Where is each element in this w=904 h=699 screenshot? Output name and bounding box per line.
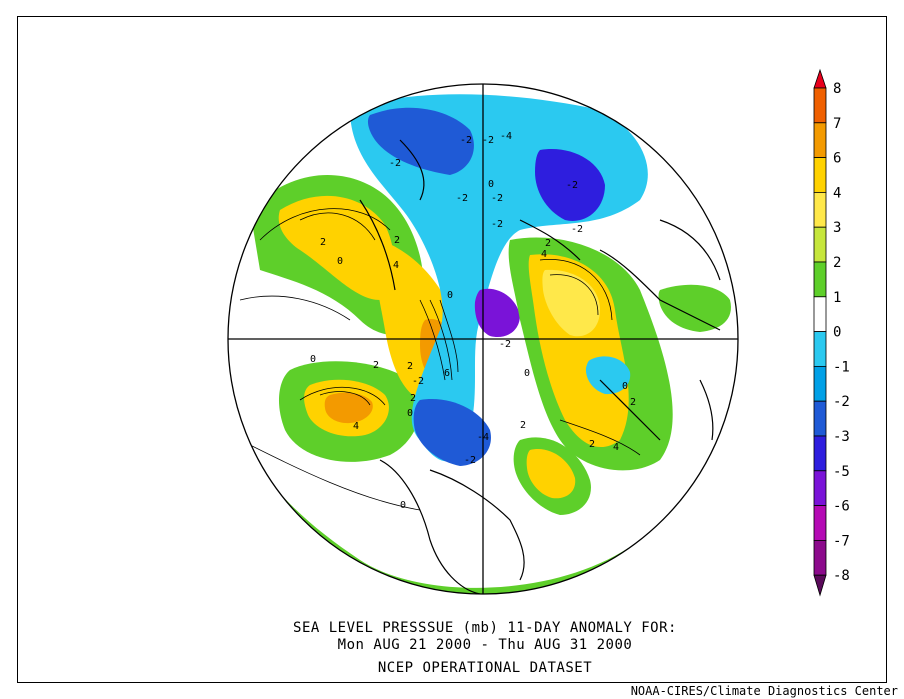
colorbar-tick-label: 6 [833,151,841,167]
contour-label: 4 [393,260,399,271]
colorbar-tick-label: -1 [833,359,850,375]
contour-label: 0 [310,354,316,365]
contour-label: 6 [444,368,450,379]
colorbar-tick-label: 3 [833,220,841,236]
colorbar-tick-label: -2 [833,394,850,410]
contour-label: -2 [499,339,511,350]
colorbar-swatch [813,296,827,332]
colorbar: 8 7 6 4 3 2 1 0 -1 -2 -3 -5 -6 -7 -8 [813,68,850,597]
contour-label: 4 [613,442,619,453]
contour-label: -4 [500,131,512,142]
credit-text: NOAA-CIRES/Climate Diagnostics Center [630,684,898,698]
contour-label: 2 [394,235,400,246]
contour-label: 2 [373,360,379,371]
colorbar-swatch [813,540,827,576]
colorbar-tick-label: 4 [833,185,841,201]
globe-outline [227,83,739,595]
colorbar-swatch [813,122,827,159]
contour-label: -4 [477,432,489,443]
contour-label: 2 [545,238,551,249]
anomaly-region-west-atlantic-yellow [526,449,576,499]
caption-line-3: NCEP OPERATIONAL DATASET [377,660,593,676]
contour-label: -2 [460,135,472,146]
colorbar-swatch [813,226,827,263]
contour-label: -2 [464,455,476,466]
anomaly-region-europe-low [585,356,631,395]
anomaly-region-polar-purple [474,288,520,338]
contour-label: -2 [491,219,503,230]
colorbar-swatch [813,331,827,367]
contour-label: -2 [456,193,468,204]
colorbar-swatch [813,261,827,298]
colorbar-tick-label: 1 [833,290,841,306]
colorbar-tick-label: -6 [833,499,850,515]
colorbar-tick-label: -5 [833,464,850,480]
contour-label: 0 [447,290,453,301]
contour-label: 0 [622,381,628,392]
anomaly-region-arctic-navy [535,149,605,221]
contour-label: 4 [353,421,359,432]
anomaly-region-arctic-dark-blue [367,107,474,175]
colorbar-arrow-bottom [813,574,827,597]
contour-lines [239,208,641,511]
colorbar-tick-label: -8 [833,568,850,584]
colorbar-tick-label: 2 [833,255,841,271]
contour-label: 2 [410,393,416,404]
contour-label: 0 [407,408,413,419]
contour-label: -2 [491,193,503,204]
colorbar-swatch [813,365,827,402]
contour-label: 4 [541,249,547,260]
caption-line-2: Mon AUG 21 2000 - Thu AUG 31 2000 [337,637,633,653]
coastlines [359,139,721,594]
contour-label: 0 [400,500,406,511]
contour-label: 0 [488,179,494,190]
contour-label: -2 [389,158,401,169]
contour-label: 2 [589,439,595,450]
contour-label: -2 [482,135,494,146]
hemisphere-map [228,84,738,594]
colorbar-tick-label: -7 [833,533,850,549]
colorbar-swatch [813,157,827,193]
colorbar-swatch [813,400,827,437]
anomaly-region-europe-green [658,284,731,332]
contour-label: 2 [630,397,636,408]
colorbar-swatch [813,191,827,228]
contour-label: 2 [407,361,413,372]
contour-label: 2 [320,237,326,248]
colorbar-tick-label: -3 [833,429,850,445]
colorbar-arrow-top [813,68,827,89]
colorbar-tick-label: 8 [833,81,841,97]
anomaly-region-east-light-yellow [542,269,600,337]
contour-label: -2 [571,224,583,235]
anomaly-region-southwest-orange [324,392,373,424]
colorbar-swatch [813,435,827,472]
contour-label: 2 [520,420,526,431]
colorbar-swatch [813,470,827,506]
plot-frame [17,16,887,683]
colorbar-swatch [813,505,827,541]
contour-label: 0 [337,256,343,267]
contour-label: -2 [412,376,424,387]
colorbar-tick-label: 7 [833,116,841,132]
colorbar-swatch [813,87,827,124]
colorbar-tick-label: 0 [833,325,841,341]
anomaly-region-na-blue [413,399,491,466]
contour-label: -2 [566,180,578,191]
contour-label: 0 [524,368,530,379]
anomaly-region-pacific-yellow [278,195,395,300]
caption-line-1: SEA LEVEL PRESSSUE (mb) 11-DAY ANOMALY F… [293,620,677,636]
